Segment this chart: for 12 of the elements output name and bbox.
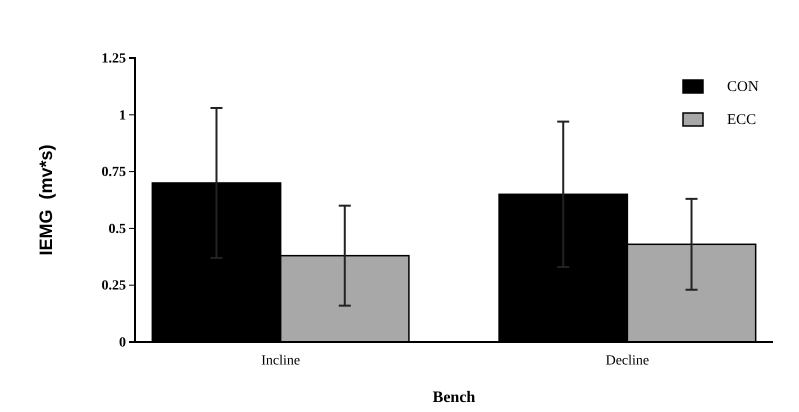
y-tick-label: 1.25 bbox=[102, 51, 126, 66]
y-tick-label: 0.25 bbox=[102, 278, 126, 294]
y-tick-label: 0 bbox=[119, 335, 126, 350]
x-axis-title: Bench bbox=[432, 389, 476, 406]
legend-label: ECC bbox=[727, 112, 756, 128]
legend-label: CON bbox=[727, 79, 759, 95]
y-axis-title: IEMG (mv*s) bbox=[36, 144, 56, 256]
x-tick-label: Incline bbox=[261, 354, 300, 369]
y-tick-label: 1 bbox=[119, 108, 126, 124]
y-tick-label: 0.75 bbox=[102, 165, 126, 180]
y-tick-label: 0.5 bbox=[108, 222, 126, 237]
x-tick-label: Decline bbox=[606, 354, 650, 369]
